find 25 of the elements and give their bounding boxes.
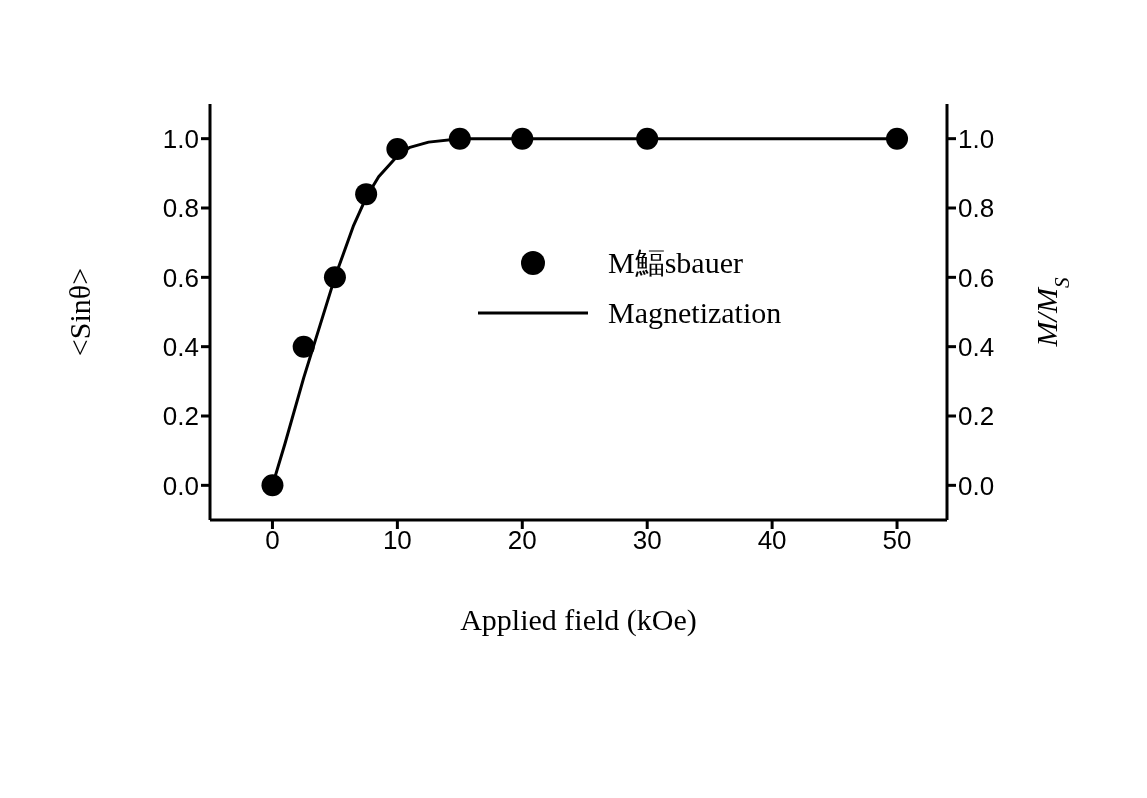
y-tick-label: 0.6 — [162, 262, 199, 293]
legend-label: M鰏sbauer — [608, 244, 743, 281]
y-tick-label: 0.0 — [162, 470, 199, 501]
y2-tick-label: 0.8 — [958, 193, 995, 224]
legend-label: Magnetization — [608, 296, 782, 330]
y-tick-label: 1.0 — [162, 123, 199, 154]
x-tick-label: 0 — [265, 525, 280, 556]
point — [292, 335, 315, 358]
point — [261, 474, 284, 497]
y2-tick-label: 1.0 — [958, 123, 995, 154]
y2-tick-label: 0.4 — [958, 331, 995, 362]
y2-tick-label: 0.6 — [958, 262, 995, 293]
x-tick-label: 20 — [507, 525, 537, 556]
x-tick-label: 30 — [632, 525, 662, 556]
x-tick-label: 10 — [382, 525, 412, 556]
x-tick-label: 50 — [882, 525, 912, 556]
y2-tick-label: 0.0 — [958, 470, 995, 501]
y-axis-title: <Sinθ> — [63, 267, 96, 357]
y2-tick-label: 0.2 — [958, 401, 995, 432]
x-axis-title: Applied field (kOe) — [460, 603, 697, 637]
x-tick-label: 40 — [757, 525, 787, 556]
y-tick-label: 0.8 — [162, 193, 199, 224]
y-tick-label: 0.2 — [162, 401, 199, 432]
point — [886, 127, 909, 150]
y-tick-label: 0.4 — [162, 331, 199, 362]
